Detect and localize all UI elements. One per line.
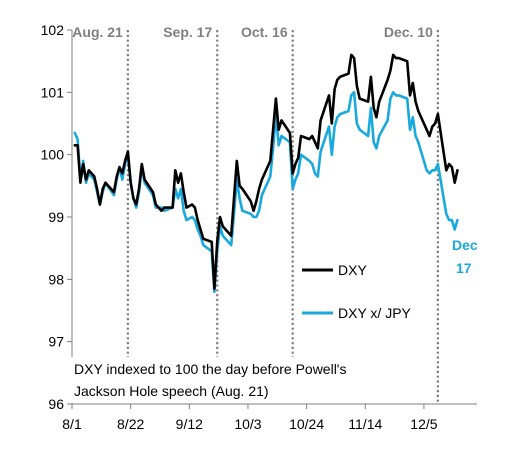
legend: DXY DXY x/ JPY [302, 262, 412, 321]
x-tick-label: 10/3 [234, 416, 261, 432]
legend-label-dxy-xjpy: DXY x/ JPY [338, 305, 412, 321]
event-lines: Aug. 21 Sep. 17 Oct. 16 Dec. 10 [72, 24, 439, 404]
event-label: Sep. 17 [163, 24, 212, 40]
x-axis: 8/1 8/22 9/12 10/3 10/24 11/14 12/5 [62, 403, 477, 432]
y-tick-label: 99 [48, 209, 64, 225]
x-tick-label: 12/5 [410, 416, 437, 432]
event-label: Oct. 16 [241, 24, 288, 40]
series-line-dxy [73, 53, 459, 291]
x-tick-label: 8/1 [62, 416, 82, 432]
end-label: Dec 17 [452, 237, 478, 276]
x-tick-label: 10/24 [289, 416, 324, 432]
y-axis: 96 97 98 99 100 101 102 [41, 22, 73, 412]
annotation-background [70, 357, 305, 403]
y-tick-label: 100 [41, 147, 65, 163]
annotation: DXY indexed to 100 the day before Powell… [70, 357, 346, 403]
annotation-line-1: DXY indexed to 100 the day before Powell… [74, 361, 346, 377]
end-label-line-1: Dec [452, 237, 478, 253]
y-tick-label: 97 [48, 334, 64, 350]
y-tick-label: 101 [41, 84, 65, 100]
event-label: Aug. 21 [72, 24, 123, 40]
end-label-line-2: 17 [456, 260, 472, 276]
y-tick-label: 98 [48, 271, 64, 287]
y-tick-label: 102 [41, 22, 65, 38]
y-tick-label: 96 [48, 396, 64, 412]
x-tick-label: 11/14 [348, 416, 382, 432]
event-label: Dec. 10 [384, 24, 433, 40]
x-tick-label: 9/12 [176, 416, 203, 432]
x-tick-label: 8/22 [117, 416, 144, 432]
legend-label-dxy: DXY [338, 262, 367, 278]
series [73, 53, 459, 294]
annotation-line-2: Jackson Hole speech (Aug. 21) [74, 383, 269, 399]
